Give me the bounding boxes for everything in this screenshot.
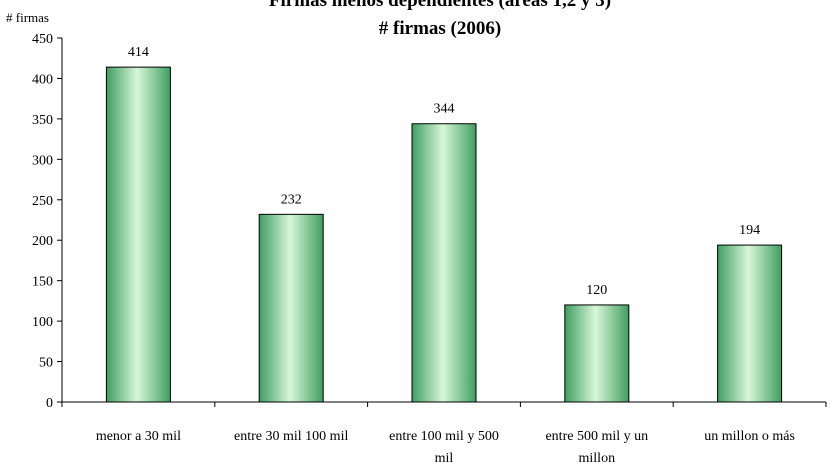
category-label: mil: [435, 451, 454, 466]
bar: [258, 213, 324, 403]
y-tick-label: 200: [32, 234, 53, 249]
bars: [105, 66, 783, 403]
y-axis-label: # firmas: [6, 10, 49, 25]
category-label: un millon o más: [704, 429, 795, 444]
bar: [411, 123, 477, 403]
y-tick-label: 300: [32, 153, 53, 168]
y-tick-label: 50: [39, 356, 53, 371]
bar: [717, 244, 783, 403]
y-tick-label: 150: [32, 275, 53, 290]
bar: [105, 66, 171, 403]
y-axis: 0 50 100 150 200 250 300 350 400 450: [32, 32, 63, 411]
data-label: 344: [434, 102, 455, 117]
y-tick-label: 250: [32, 194, 53, 209]
y-tick-label: 100: [32, 315, 53, 330]
y-tick-label: 400: [32, 72, 53, 87]
chart-title-line2: # firmas (2006): [379, 18, 501, 39]
y-tick-label: 350: [32, 113, 53, 128]
y-tick-label: 450: [32, 32, 53, 47]
bar: [564, 304, 630, 403]
chart-title-line1: Firmas menos dependientes (áreas 1,2 y 3…: [269, 0, 611, 11]
data-label: 414: [128, 45, 149, 60]
category-label: entre 100 mil y 500: [389, 429, 499, 444]
x-axis: [61, 401, 827, 407]
data-label: 232: [281, 192, 302, 207]
data-label: 194: [739, 223, 760, 238]
data-label: 120: [586, 283, 607, 298]
y-tick-label: 0: [46, 396, 53, 411]
category-label: entre 500 mil y un: [545, 429, 648, 444]
data-labels: 414 232 344 120 194: [128, 45, 760, 298]
category-label: entre 30 mil 100 mil: [234, 429, 348, 444]
category-label: menor a 30 mil: [96, 429, 181, 444]
category-label: millon: [579, 451, 616, 466]
category-labels: menor a 30 mil entre 30 mil 100 mil entre …: [96, 429, 795, 466]
